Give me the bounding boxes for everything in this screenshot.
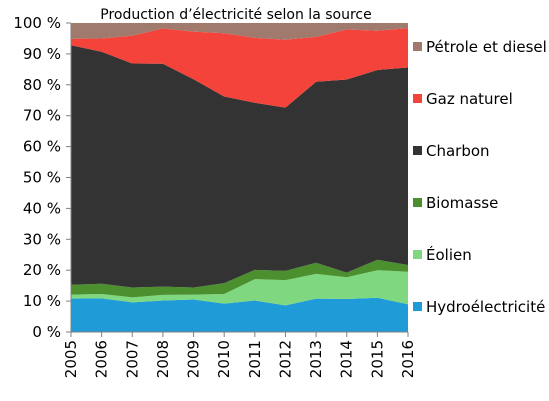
legend-label-gaz-naturel: Gaz naturel — [426, 90, 513, 108]
area-eolien — [71, 270, 408, 306]
x-tick-label: 2011 — [246, 340, 264, 378]
x-tick-label: 2006 — [93, 340, 111, 378]
y-tick-label: 10 % — [23, 292, 61, 310]
y-tick-label: 40 % — [23, 199, 61, 217]
chart-title: Production d’électricité selon la source — [100, 7, 371, 23]
area-biomasse — [71, 259, 408, 298]
area-petrole-et-diesel — [71, 23, 408, 40]
x-tick-label: 2014 — [338, 340, 356, 378]
x-tick-label: 2007 — [123, 340, 141, 378]
x-axis-ticks: 2005 2006 2007 2008 2009 2010 2011 2012 2013 2014… — [62, 332, 417, 378]
legend-swatch-petrole-et-diesel — [413, 42, 422, 51]
legend-swatch-charbon — [413, 146, 422, 155]
y-tick-label: 0 % — [32, 323, 61, 341]
x-tick-label: 2010 — [215, 340, 233, 378]
legend-label-biomasse: Biomasse — [426, 194, 498, 212]
legend-label-petrole-et-diesel: Pétrole et diesel — [426, 38, 547, 56]
x-tick-label: 2008 — [154, 340, 172, 378]
y-tick-label: 60 % — [23, 138, 61, 156]
x-tick-label: 2009 — [185, 340, 203, 378]
y-tick-label: 30 % — [23, 230, 61, 248]
legend-swatch-gaz-naturel — [413, 94, 422, 103]
legend-swatch-eolien — [413, 250, 422, 259]
legend-label-eolien: Éolien — [426, 245, 472, 264]
y-tick-label: 80 % — [23, 76, 61, 94]
y-tick-label: 20 % — [23, 261, 61, 279]
x-tick-label: 2015 — [368, 340, 386, 378]
area-gaz-naturel — [71, 28, 408, 108]
x-tick-label: 2016 — [399, 340, 417, 378]
y-tick-label: 50 % — [23, 169, 61, 187]
x-tick-label: 2012 — [276, 340, 294, 378]
chart-legend: Pétrole et diesel Gaz naturel Charbon Bioma… — [413, 38, 547, 316]
x-tick-label: 2005 — [62, 340, 80, 378]
y-tick-label: 90 % — [23, 45, 61, 63]
legend-label-hydroelectricite: Hydroélectricité — [426, 298, 545, 316]
legend-swatch-hydroelectricite — [413, 302, 422, 311]
y-tick-label: 70 % — [23, 107, 61, 125]
legend-label-charbon: Charbon — [426, 142, 490, 160]
area-charbon — [71, 45, 408, 288]
area-hydroelectricite — [71, 297, 408, 332]
x-tick-label: 2013 — [307, 340, 325, 378]
y-tick-label: 100 % — [13, 14, 61, 32]
y-axis-ticks: 0 % 10 % 20 % 30 % 40 % 50 % 60 % 70 % 80 % 90 % 1… — [13, 14, 71, 341]
legend-swatch-biomasse — [413, 198, 422, 207]
chart-areas — [71, 23, 408, 332]
